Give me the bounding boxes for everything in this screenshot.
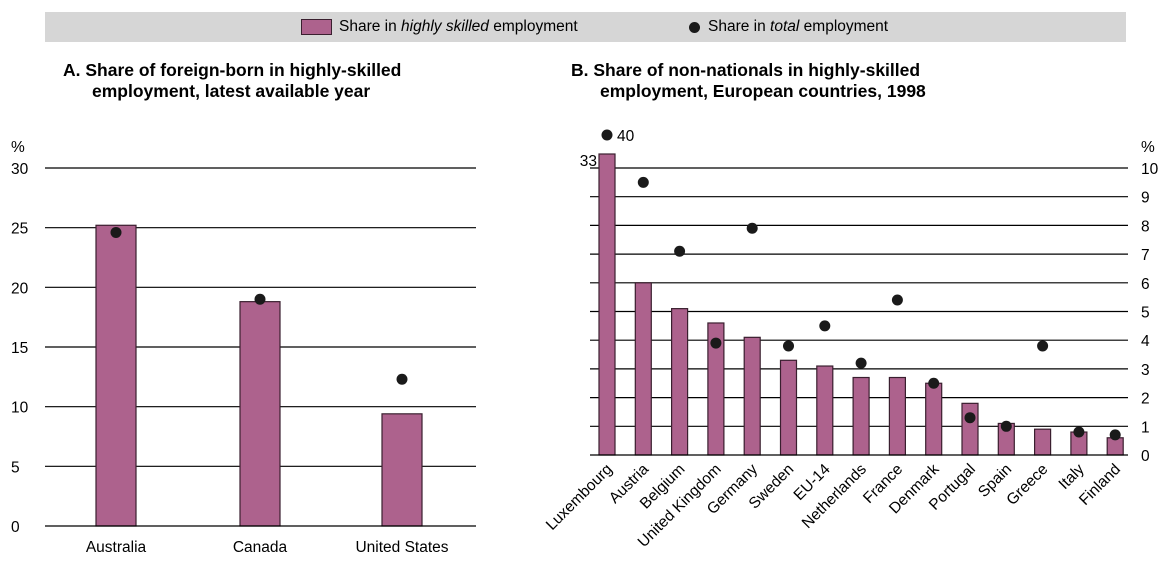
panel-b-dot — [783, 340, 794, 352]
panel-b-dot-value-label: 40 — [617, 128, 635, 145]
panel-b-y-tick-label: 3 — [1141, 362, 1150, 379]
legend-label-total: Share in total employment — [708, 18, 889, 35]
legend-item-highly-skilled: Share in highly skilled employment — [301, 12, 578, 42]
panel-b-dot — [746, 222, 758, 234]
panel-b-dot — [964, 412, 976, 424]
panel-b-x-tick-label: Italy — [1056, 461, 1088, 493]
panel-a-x-tick-label: United States — [355, 539, 448, 556]
panel-b-x-tick-label: Luxembourg — [543, 461, 616, 534]
legend-label-highly-skilled: Share in highly skilled employment — [339, 18, 578, 35]
panel-b-dot — [1000, 420, 1012, 432]
panel-b-dot — [601, 129, 613, 141]
panel-b-dot — [855, 357, 867, 369]
legend-bar-swatch — [301, 19, 332, 35]
panel-a-dot — [396, 373, 408, 385]
panel-b-bar — [634, 282, 652, 456]
panel-b-y-tick-label: 6 — [1141, 276, 1150, 293]
panel-a-y-tick-label: 10 — [11, 400, 29, 417]
panel-b-bar — [779, 359, 798, 456]
panel-b-y-tick-label: 8 — [1141, 218, 1150, 235]
panel-b-y-tick-label: 9 — [1141, 190, 1150, 207]
panel-b-x-tick-label: Finland — [1076, 461, 1124, 509]
legend-dot-marker — [689, 21, 700, 33]
panel-a-y-tick-label: 15 — [11, 340, 28, 357]
panel-b-bar — [743, 336, 761, 456]
panel-b-x-tick-label: Greece — [1003, 461, 1051, 509]
panel-b-dot — [819, 320, 831, 332]
panel-b-unit-label: % — [1141, 139, 1155, 156]
panel-a-title: A. Share of foreign-born in highly-skill… — [63, 60, 402, 101]
panel-a-y-tick-label: 20 — [11, 280, 29, 297]
panel-b-y-tick-label: 2 — [1141, 391, 1150, 408]
panel-a-y-tick-label: 0 — [11, 519, 20, 536]
panel-b-dot — [1109, 429, 1121, 441]
panel-b-bar — [961, 402, 979, 456]
panel-b-dot — [1037, 340, 1049, 352]
panel-a-bar — [239, 301, 281, 527]
panel-a-unit-label: % — [11, 139, 25, 156]
panel-b-y-tick-label: 1 — [1141, 419, 1150, 436]
panel-b-y-tick-label: 4 — [1141, 333, 1150, 350]
panel-b-title: B. Share of non-nationals in highly-skil… — [571, 60, 926, 101]
panel-b-bar — [852, 376, 870, 456]
panel-b-dot — [674, 245, 686, 257]
panel-a-bar — [381, 413, 423, 527]
panel-b-y-tick-label: 5 — [1141, 305, 1150, 322]
panel-b-dot — [710, 337, 722, 349]
panel-b-y-tick-label: 10 — [1141, 161, 1159, 178]
panel-b-dot — [928, 377, 940, 389]
panel-a-x-tick-label: Canada — [233, 539, 288, 556]
panel-a-bar — [95, 224, 137, 527]
panel-b-y-tick-label: 7 — [1141, 247, 1150, 264]
panel-a-y-tick-label: 5 — [11, 459, 20, 476]
panel-b-bar — [925, 382, 943, 456]
panel-a-x-tick-label: Australia — [86, 539, 147, 556]
panel-b-dot — [1073, 426, 1085, 438]
panel-b-y-tick-label: 0 — [1141, 448, 1150, 465]
panel-b-bar — [670, 308, 689, 456]
panel-b-dot — [891, 294, 903, 306]
panel-b-dot — [637, 176, 649, 188]
panel-a-y-tick-label: 30 — [11, 161, 29, 178]
legend: Share in highly skilled employment Share… — [45, 12, 1126, 42]
panel-b-bar — [816, 365, 834, 456]
panel-a-dot — [254, 293, 266, 305]
panel-a-y-tick-label: 25 — [11, 221, 28, 238]
legend-item-total: Share in total employment — [689, 12, 888, 42]
panel-b-bar — [888, 376, 907, 456]
panel-b-bar — [598, 153, 616, 456]
panel-a-dot — [110, 226, 122, 238]
panel-b-bar — [1033, 428, 1052, 456]
panel-b-bar-value-label: 33 — [580, 153, 597, 170]
